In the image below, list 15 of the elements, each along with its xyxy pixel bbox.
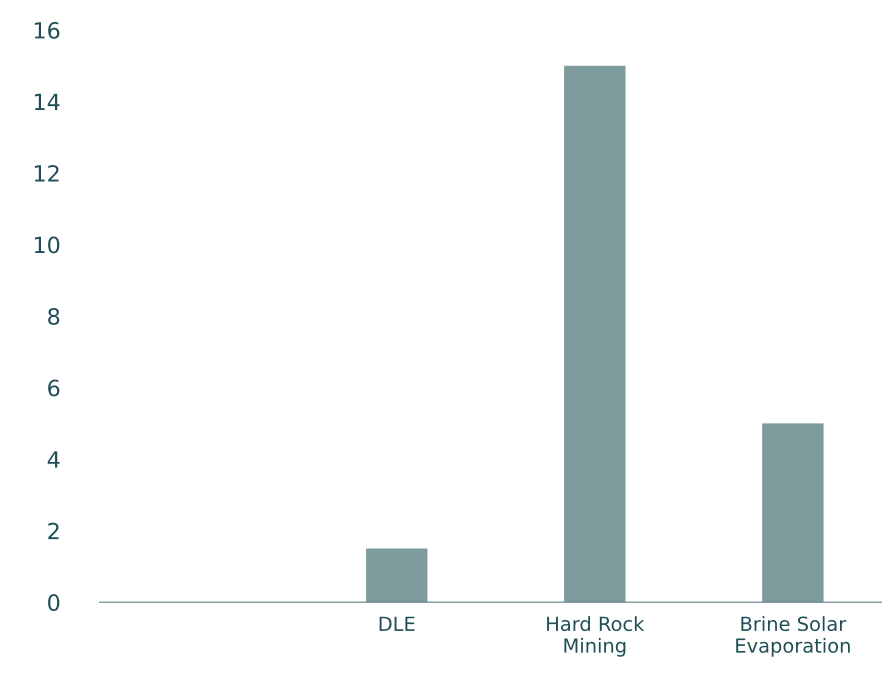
x-tick-label: Brine Solar Evaporation <box>736 616 850 657</box>
y-tick-label: 0 <box>48 594 60 611</box>
y-tick-label: 12 <box>34 164 59 182</box>
bar <box>564 66 626 602</box>
y-tick-label: 16 <box>34 22 60 39</box>
y-tick-label: 10 <box>34 236 60 254</box>
bar <box>366 548 428 602</box>
y-tick-label: 8 <box>48 308 60 325</box>
y-tick-label: 14 <box>34 94 60 110</box>
y-tick-label: 4 <box>48 451 60 468</box>
y-tick-label: 2 <box>48 522 59 540</box>
x-tick-label: Hard Rock Mining <box>547 616 644 657</box>
y-tick-label: 6 <box>48 380 60 396</box>
bar <box>762 423 824 602</box>
x-tick-label: DLE <box>380 616 415 631</box>
